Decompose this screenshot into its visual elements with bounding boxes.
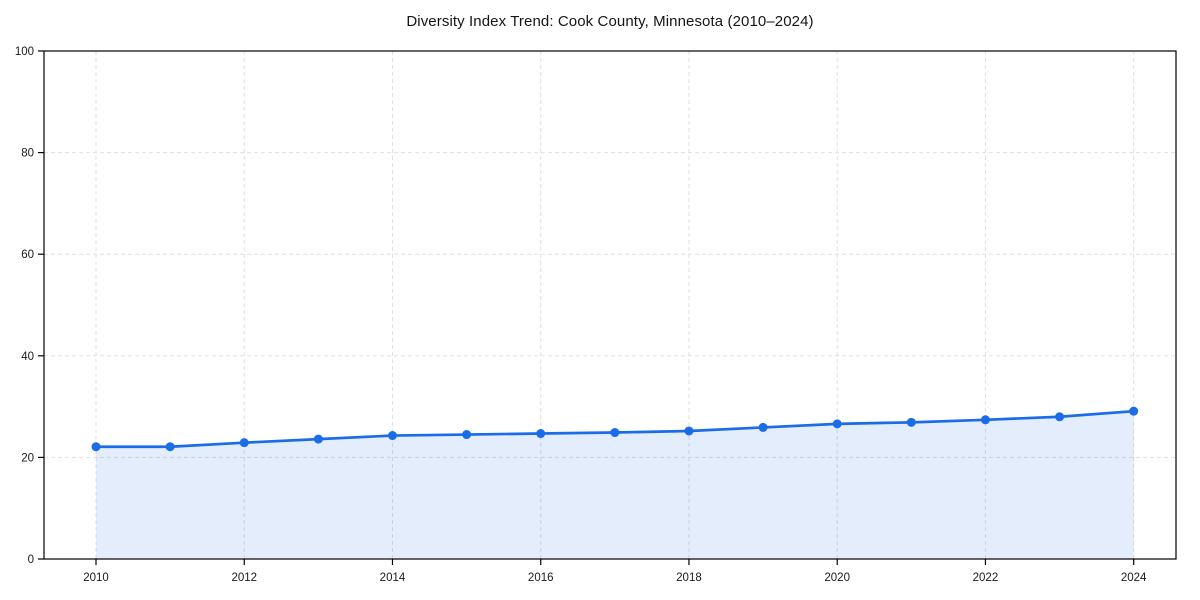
data-point-2012 (239, 438, 249, 448)
x-axis-tick-label: 2024 (1121, 572, 1147, 584)
data-point-2016 (536, 429, 546, 439)
x-axis-tick-label: 2020 (824, 572, 850, 584)
data-point-2010 (91, 442, 101, 452)
data-point-2020 (832, 419, 842, 429)
data-point-2017 (610, 428, 620, 438)
x-axis-tick-label: 2018 (676, 572, 702, 584)
y-axis-tick-label: 40 (21, 351, 34, 363)
x-axis-tick-label: 2012 (231, 572, 257, 584)
data-point-2023 (1055, 412, 1065, 422)
y-axis-tick-label: 20 (21, 452, 34, 464)
x-axis-tick-label: 2014 (380, 572, 406, 584)
data-point-2021 (906, 417, 916, 427)
data-point-2013 (313, 434, 323, 444)
data-point-2022 (980, 415, 990, 425)
y-axis-tick-label: 100 (15, 46, 34, 58)
data-point-2014 (387, 431, 397, 441)
x-axis-tick-label: 2016 (528, 572, 554, 584)
y-axis-tick-label: 60 (21, 249, 34, 261)
plot-frame (43, 50, 1177, 560)
data-point-2018 (684, 426, 694, 436)
y-axis-tick-label: 80 (21, 148, 34, 160)
y-axis-tick-label: 0 (28, 554, 34, 566)
data-point-2019 (758, 422, 768, 432)
data-point-2011 (165, 442, 175, 452)
area-fill (96, 411, 1134, 559)
x-axis-tick-label: 2010 (83, 572, 109, 584)
data-point-2024 (1129, 406, 1139, 416)
chart-title: Diversity Index Trend: Cook County, Minn… (406, 13, 814, 30)
x-axis-tick-label: 2022 (973, 572, 999, 584)
data-point-2015 (462, 430, 472, 440)
